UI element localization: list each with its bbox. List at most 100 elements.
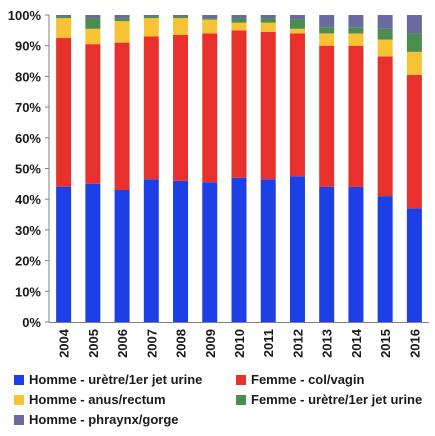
bar-segment-2014-series-5 [348, 15, 364, 28]
bar-segment-2016-series-3 [406, 51, 422, 75]
bar-segment-2013-series-1 [319, 186, 335, 322]
bar-segment-2010-series-5 [231, 15, 247, 19]
bar-segment-2013-series-2 [319, 45, 335, 187]
bar-segment-2016-series-5 [406, 15, 422, 34]
x-tick-label: 2007 [144, 329, 159, 358]
bar-segment-2010-series-3 [231, 22, 247, 31]
bar-segment-2009-series-3 [202, 19, 218, 34]
bar-segment-2008-series-3 [173, 18, 189, 35]
y-tick-label: 80% [15, 69, 41, 84]
legend-swatch [236, 375, 246, 385]
x-tick-label: 2012 [290, 329, 305, 358]
legend: Homme - urètre/1er jet urine Femme - col/… [14, 372, 422, 427]
bar-segment-2013-series-5 [319, 15, 335, 28]
legend-swatch [14, 415, 24, 425]
x-axis-tick-labels: 2004 2005 2006 2007 2008 2009 2010 2011 2012 2013… [57, 328, 423, 358]
bar-segment-2009-series-5 [202, 15, 218, 19]
x-tick-label: 2014 [349, 328, 364, 358]
bar-segment-2007-series-5 [143, 15, 159, 17]
bar-segment-2009-series-1 [202, 182, 218, 322]
bar-segment-2005-series-4 [85, 18, 101, 29]
bar-segment-2014-series-2 [348, 45, 364, 187]
x-tick-label: 2005 [86, 329, 101, 358]
bar-segment-2010-series-2 [231, 30, 247, 178]
bar-segment-2016-series-4 [406, 33, 422, 52]
bar-segment-2004-series-4 [56, 16, 72, 19]
bar-segment-2005-series-2 [85, 44, 101, 184]
y-tick-label: 30% [15, 223, 41, 238]
y-tick-label: 70% [15, 100, 41, 115]
legend-swatch [236, 395, 246, 405]
y-tick-label: 10% [15, 284, 41, 299]
legend-label: Homme - urètre/1er jet urine [29, 372, 202, 387]
bar-segment-2007-series-4 [143, 16, 159, 19]
bar-segment-2014-series-1 [348, 186, 364, 322]
bar-segment-2015-series-3 [377, 39, 393, 57]
bar-segment-2013-series-4 [319, 27, 335, 34]
bar-segment-2004-series-2 [56, 38, 72, 187]
y-tick-label: 50% [15, 162, 41, 177]
bar-segment-2012-series-4 [289, 19, 305, 29]
bar-segment-2011-series-2 [260, 31, 276, 180]
x-tick-label: 2008 [174, 329, 189, 358]
bar-segment-2013-series-3 [319, 33, 335, 46]
bar-segment-2012-series-1 [289, 176, 305, 322]
bar-segment-2011-series-5 [260, 15, 276, 19]
bar-segment-2005-series-5 [85, 15, 101, 19]
bar-segment-2016-series-1 [406, 208, 422, 322]
bar-segment-2012-series-3 [289, 28, 305, 34]
y-tick-label: 60% [15, 131, 41, 146]
bar-segment-2004-series-1 [56, 186, 72, 322]
bar-segment-2014-series-3 [348, 33, 364, 46]
bar-segment-2008-series-1 [173, 180, 189, 322]
bar-segment-2006-series-5 [114, 15, 130, 19]
bar-segment-2011-series-1 [260, 179, 276, 322]
legend-swatch [14, 395, 24, 405]
legend-label: Homme - phraynx/gorge [29, 412, 179, 427]
y-tick-label: 20% [15, 254, 41, 269]
x-tick-label: 2011 [261, 329, 276, 357]
y-tick-label: 100% [8, 8, 42, 23]
legend-label: Homme - anus/rectum [29, 392, 166, 407]
y-tick-label: 0% [22, 315, 41, 330]
bar-segment-2008-series-5 [173, 15, 189, 17]
bar-segment-2007-series-2 [143, 36, 159, 180]
bar-segment-2004-series-3 [56, 18, 72, 39]
y-tick-label: 90% [15, 39, 41, 54]
bar-segment-2010-series-4 [231, 18, 247, 23]
x-tick-label: 2006 [115, 329, 130, 358]
bar-segment-2004-series-5 [56, 15, 72, 17]
x-tick-label: 2004 [57, 328, 72, 358]
bar-segment-2015-series-4 [377, 28, 393, 40]
bar-segment-2015-series-5 [377, 15, 393, 29]
bar-segment-2010-series-1 [231, 177, 247, 322]
bar-segment-2014-series-4 [348, 27, 364, 34]
bar-segment-2016-series-2 [406, 74, 422, 209]
bar-segment-2011-series-4 [260, 18, 276, 23]
bar-segment-2006-series-1 [114, 189, 130, 322]
legend-label: Femme - urètre/1er jet urine [251, 392, 422, 407]
bar-segment-2012-series-5 [289, 15, 305, 20]
bar-segment-2008-series-2 [173, 34, 189, 181]
legend-label: Femme - col/vagin [251, 372, 364, 387]
bar-segment-2007-series-3 [143, 18, 159, 37]
y-tick-label: 40% [15, 192, 41, 207]
y-axis-tick-labels: 0% 10% 20% 30% 40% 50% 60% 70% 80% 90% 100% [8, 8, 42, 330]
plot-area [45, 14, 429, 323]
bar-segment-2008-series-4 [173, 16, 189, 19]
legend-swatch [14, 375, 24, 385]
bar-segment-2006-series-2 [114, 42, 130, 190]
bar-segment-2006-series-4 [114, 18, 130, 22]
x-tick-label: 2015 [378, 329, 393, 358]
bar-segment-2009-series-2 [202, 33, 218, 183]
bar-segment-2006-series-3 [114, 21, 130, 43]
bar-segment-2009-series-4 [202, 18, 218, 20]
x-tick-label: 2010 [232, 329, 247, 358]
bar-segment-2011-series-3 [260, 22, 276, 32]
x-tick-label: 2009 [203, 329, 218, 358]
bar-segment-2005-series-1 [85, 183, 101, 322]
bar-segment-2007-series-1 [143, 179, 159, 322]
x-tick-label: 2013 [320, 329, 335, 358]
bar-segment-2015-series-1 [377, 196, 393, 322]
